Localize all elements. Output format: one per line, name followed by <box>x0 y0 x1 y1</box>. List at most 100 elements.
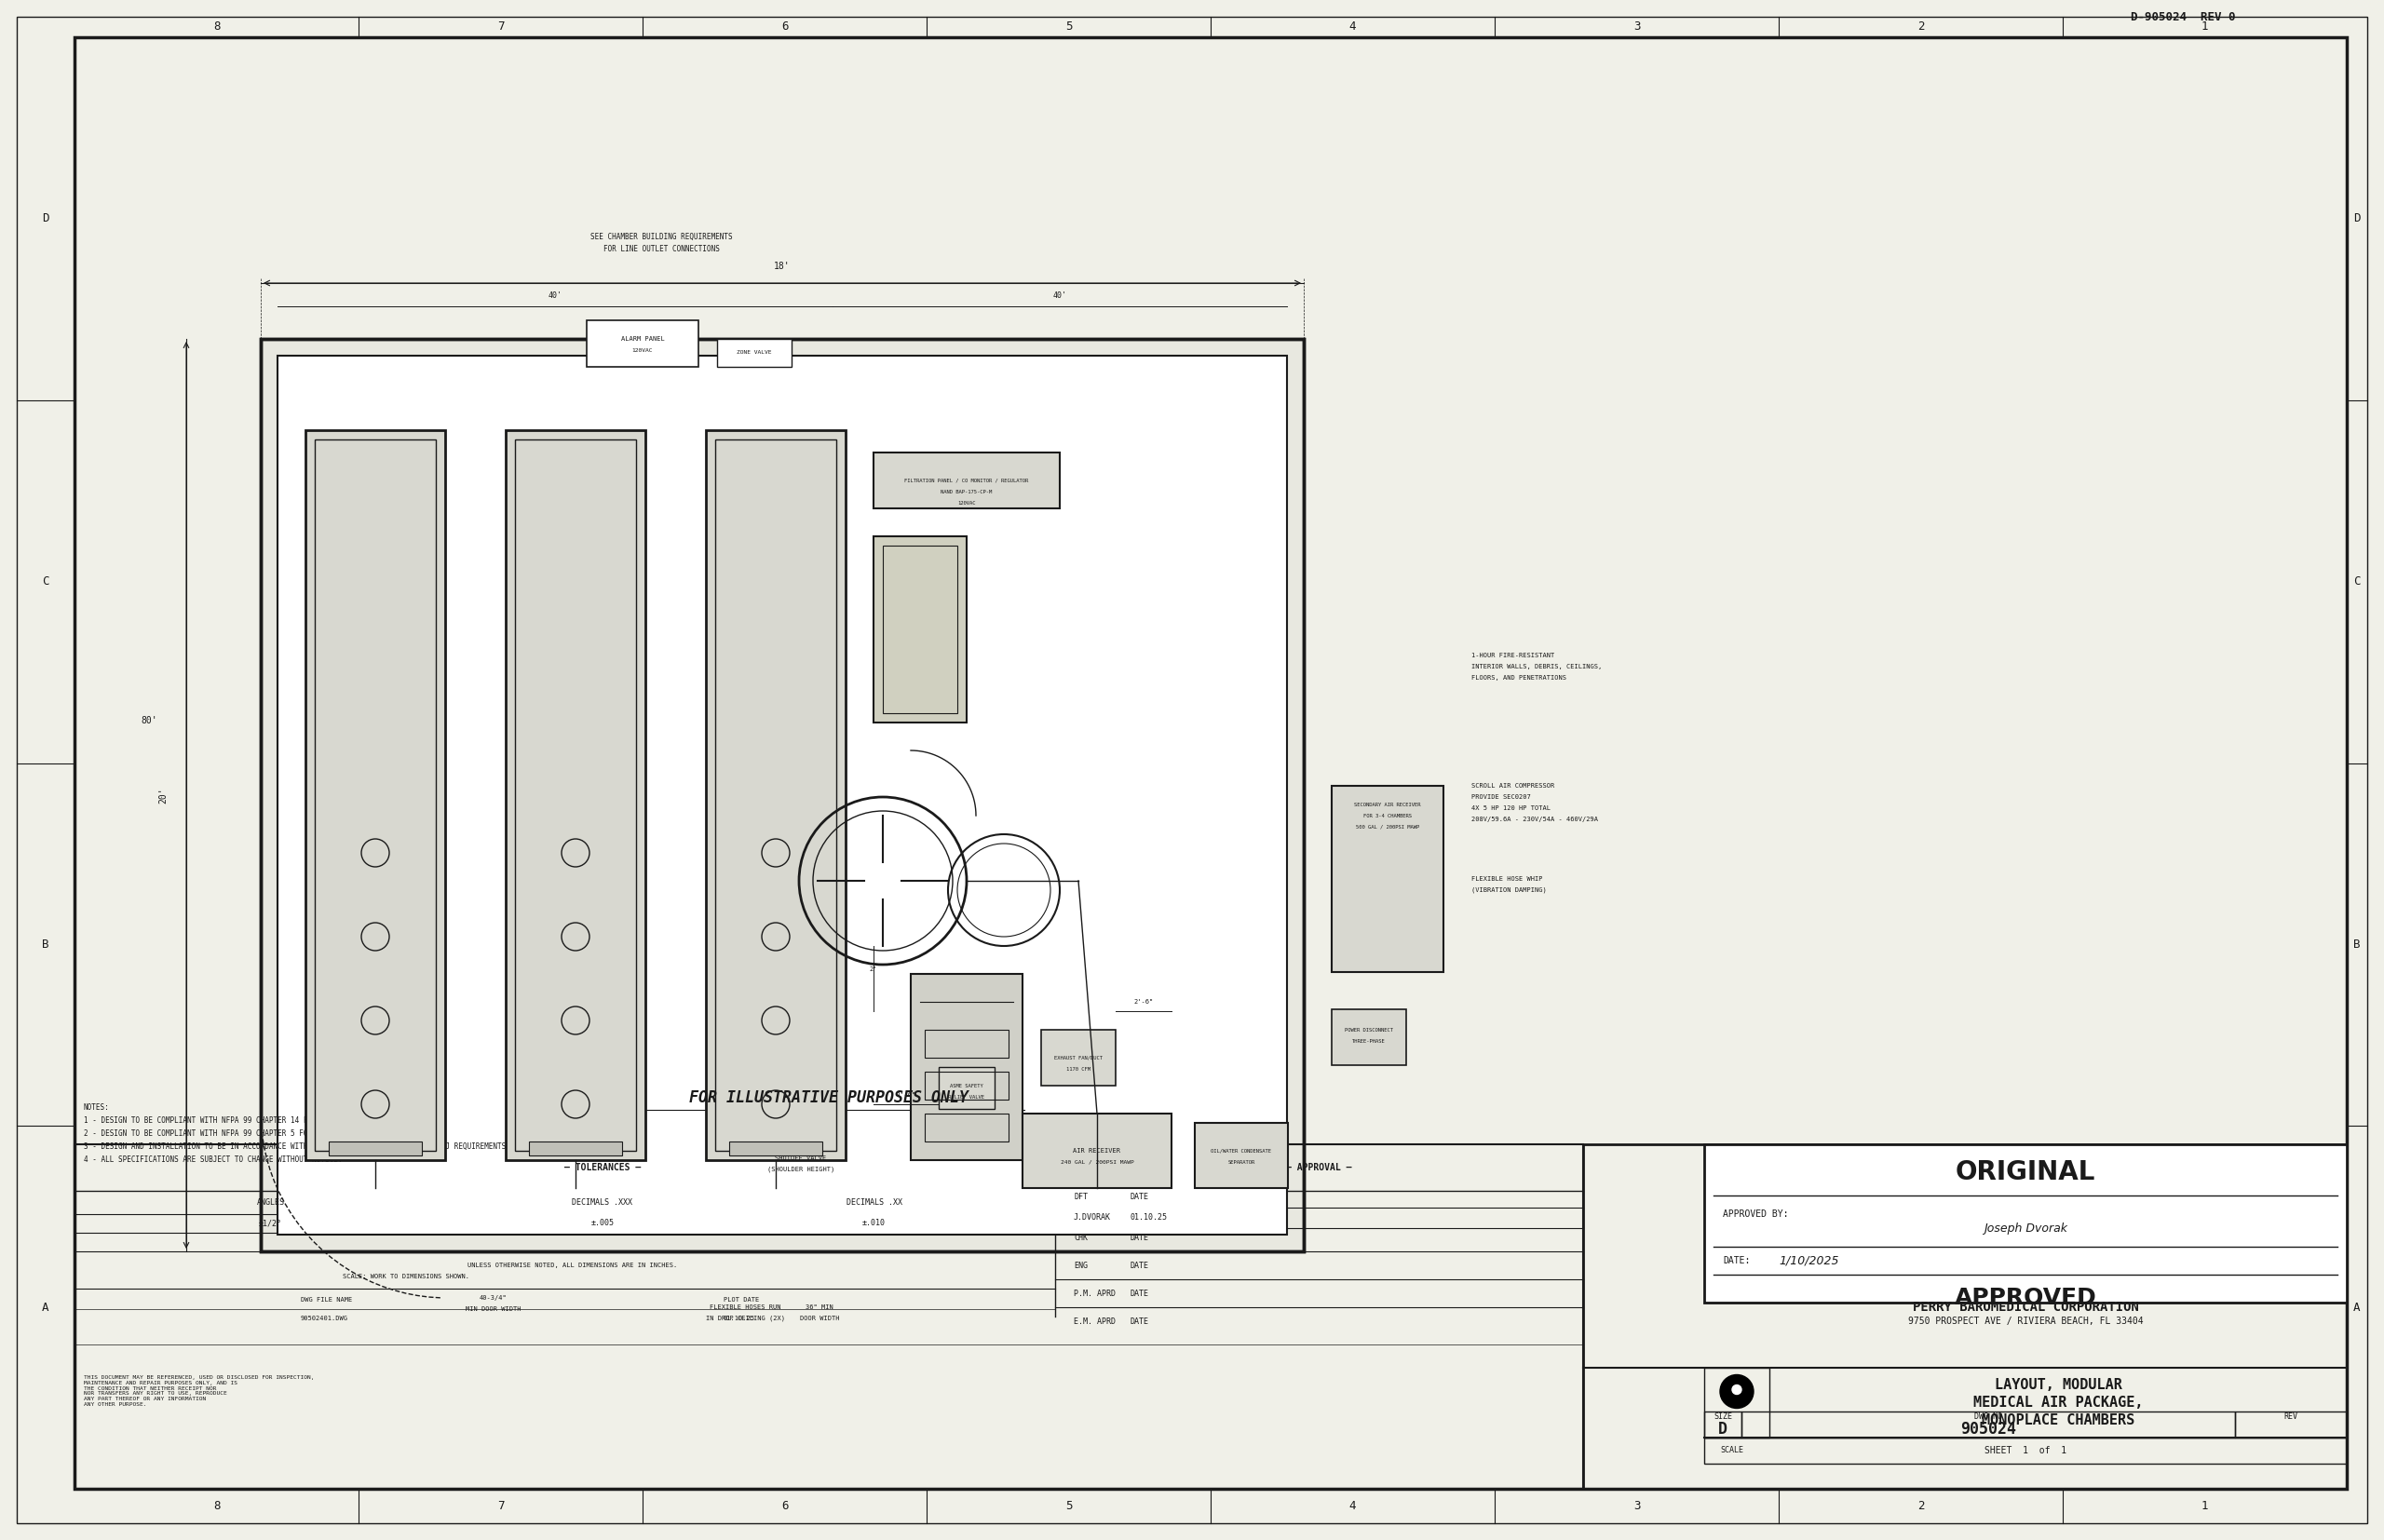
Text: UNLESS OTHERWISE NOTED, ALL DIMENSIONS ARE IN INCHES.: UNLESS OTHERWISE NOTED, ALL DIMENSIONS A… <box>467 1263 677 1267</box>
Text: P.M. APRD: P.M. APRD <box>1073 1289 1116 1298</box>
Text: PROVIDE SEC0207: PROVIDE SEC0207 <box>1471 795 1531 799</box>
Text: SIZE: SIZE <box>1714 1412 1733 1421</box>
Text: DECIMALS .XX: DECIMALS .XX <box>846 1198 901 1206</box>
Bar <box>925 1072 1008 1100</box>
Bar <box>939 1067 994 1109</box>
Text: 905024: 905024 <box>1960 1421 2017 1437</box>
Text: 7: 7 <box>496 22 503 32</box>
Text: OIL/WATER CONDENSATE: OIL/WATER CONDENSATE <box>1211 1149 1271 1153</box>
Text: 20': 20' <box>157 787 167 804</box>
Text: 2 - DESIGN TO BE COMPLIANT WITH NFPA 99 CHAPTER 5 FOR CATEGORY 2 SUPPLY SYSTEMS.: 2 - DESIGN TO BE COMPLIANT WITH NFPA 99 … <box>83 1129 429 1138</box>
Text: D: D <box>2353 213 2360 225</box>
Bar <box>315 439 436 1150</box>
Text: A: A <box>43 1301 50 1314</box>
Text: D-905024  REV 0: D-905024 REV 0 <box>2131 12 2236 23</box>
Text: ZONE VALVE: ZONE VALVE <box>737 351 772 356</box>
Text: 120VAC: 120VAC <box>958 501 975 505</box>
Text: APPROVED BY:: APPROVED BY: <box>1724 1209 1788 1218</box>
Text: 6: 6 <box>782 22 789 32</box>
Bar <box>925 1030 1008 1058</box>
Bar <box>1740 1412 2236 1437</box>
Text: FLEXIBLE HOSE WHIP: FLEXIBLE HOSE WHIP <box>1471 876 1542 882</box>
Text: SHEET  1  of  1: SHEET 1 of 1 <box>1983 1446 2067 1455</box>
Text: 4: 4 <box>1349 22 1356 32</box>
Text: AIR RECEIVER: AIR RECEIVER <box>1073 1147 1120 1153</box>
Bar <box>2236 1412 2346 1437</box>
Text: 8: 8 <box>212 22 219 32</box>
Text: APPROVED: APPROVED <box>1955 1287 2096 1309</box>
Text: ±.010: ±.010 <box>863 1220 887 1227</box>
Bar <box>1333 1009 1407 1066</box>
Text: 90502401.DWG: 90502401.DWG <box>300 1315 348 1321</box>
Text: FLOORS, AND PENETRATIONS: FLOORS, AND PENETRATIONS <box>1471 675 1566 681</box>
Text: FILTRATION PANEL / CO MONITOR / REGULATOR: FILTRATION PANEL / CO MONITOR / REGULATO… <box>904 477 1028 482</box>
Bar <box>882 545 958 713</box>
Text: FLEXIBLE HOSES RUN: FLEXIBLE HOSES RUN <box>710 1304 780 1311</box>
Text: SHUTOFF VALVE: SHUTOFF VALVE <box>775 1155 827 1161</box>
Text: 500 GAL / 200PSI MAWP: 500 GAL / 200PSI MAWP <box>1356 824 1418 829</box>
Text: SEPARATOR: SEPARATOR <box>1228 1160 1254 1164</box>
Bar <box>730 1141 822 1155</box>
Text: 1-HOUR FIRE-RESISTANT: 1-HOUR FIRE-RESISTANT <box>1471 653 1554 658</box>
Text: 1: 1 <box>2200 22 2208 32</box>
Text: SCALE: WORK TO DIMENSIONS SHOWN.: SCALE: WORK TO DIMENSIONS SHOWN. <box>343 1274 470 1280</box>
Text: E.M. APRD: E.M. APRD <box>1073 1317 1116 1326</box>
Text: 2': 2' <box>870 967 877 972</box>
Text: ±1/2°: ±1/2° <box>260 1220 281 1227</box>
Text: 3 - DESIGN AND INSTALLATION TO BE IN ACCORDANCE WITH LOCAL CODES, PERMITTING, AN: 3 - DESIGN AND INSTALLATION TO BE IN ACC… <box>83 1143 510 1150</box>
Text: 40': 40' <box>1054 291 1068 299</box>
Text: DATE: DATE <box>1130 1234 1149 1241</box>
Text: LAYOUT, MODULAR: LAYOUT, MODULAR <box>1995 1378 2122 1392</box>
Text: B: B <box>2353 938 2360 950</box>
Bar <box>260 339 1304 1252</box>
Text: 4: 4 <box>1349 1500 1356 1512</box>
Bar <box>1705 1437 2346 1463</box>
Text: 240 GAL / 200PSI MAWP: 240 GAL / 200PSI MAWP <box>1061 1160 1135 1164</box>
Text: A: A <box>2353 1301 2360 1314</box>
Text: 7: 7 <box>496 1500 503 1512</box>
Bar <box>277 356 1287 1235</box>
Text: 36" MIN: 36" MIN <box>806 1304 834 1311</box>
Text: REV: REV <box>2284 1412 2298 1421</box>
Text: (VIBRATION DAMPING): (VIBRATION DAMPING) <box>1471 887 1547 893</box>
Text: SEE CHAMBER BUILDING REQUIREMENTS: SEE CHAMBER BUILDING REQUIREMENTS <box>591 233 732 240</box>
Text: D: D <box>1719 1421 1728 1437</box>
Text: C: C <box>43 576 50 588</box>
Text: 5: 5 <box>1066 22 1073 32</box>
Text: 6: 6 <box>782 1500 789 1512</box>
Text: DOOR WIDTH: DOOR WIDTH <box>799 1315 839 1321</box>
Text: DWG NO: DWG NO <box>1974 1412 2003 1421</box>
Text: C: C <box>2353 576 2360 588</box>
Text: 4X 5 HP 120 HP TOTAL: 4X 5 HP 120 HP TOTAL <box>1471 805 1550 812</box>
Text: ANGLES: ANGLES <box>257 1198 284 1206</box>
Text: POWER DISCONNECT: POWER DISCONNECT <box>1345 1027 1392 1032</box>
Text: 01.10.25: 01.10.25 <box>1130 1212 1166 1221</box>
Text: DATE: DATE <box>1130 1194 1149 1201</box>
Text: 1/10/2025: 1/10/2025 <box>1778 1255 1838 1267</box>
Text: MIN DOOR WIDTH: MIN DOOR WIDTH <box>465 1306 522 1312</box>
Bar <box>706 430 846 1160</box>
Text: CHK: CHK <box>1073 1234 1087 1241</box>
Text: 1 - DESIGN TO BE COMPLIANT WITH NFPA 99 CHAPTER 14 FOR CLASS B HYPERBARIC CHAMBE: 1 - DESIGN TO BE COMPLIANT WITH NFPA 99 … <box>83 1116 441 1124</box>
Text: FOR 3-4 CHAMBERS: FOR 3-4 CHAMBERS <box>1364 813 1411 818</box>
Text: SECONDARY AIR RECEIVER: SECONDARY AIR RECEIVER <box>1354 802 1421 807</box>
Text: RELIEF VALVE: RELIEF VALVE <box>949 1095 985 1100</box>
Text: 8: 8 <box>212 1500 219 1512</box>
Text: 80': 80' <box>141 716 157 725</box>
Text: Joseph Dvorak: Joseph Dvorak <box>1983 1223 2067 1234</box>
Text: FOR ILLUSTRATIVE PURPOSES ONLY: FOR ILLUSTRATIVE PURPOSES ONLY <box>689 1089 968 1106</box>
Text: DFT: DFT <box>1073 1194 1087 1201</box>
Bar <box>1583 1144 2346 1489</box>
Text: ORIGINAL: ORIGINAL <box>1955 1160 2096 1186</box>
Bar <box>873 453 1061 508</box>
Text: ENG: ENG <box>1073 1261 1087 1269</box>
Bar <box>260 339 1304 1252</box>
Bar <box>1023 1113 1171 1187</box>
Text: 2'-6": 2'-6" <box>1135 999 1154 1004</box>
Text: SCALE: SCALE <box>1721 1446 1743 1455</box>
Bar <box>911 973 1023 1160</box>
Text: D: D <box>43 213 50 225</box>
Text: 9750 PROSPECT AVE / RIVIERA BEACH, FL 33404: 9750 PROSPECT AVE / RIVIERA BEACH, FL 33… <box>1907 1317 2143 1326</box>
Text: DATE: DATE <box>1130 1289 1149 1298</box>
Bar <box>505 430 646 1160</box>
